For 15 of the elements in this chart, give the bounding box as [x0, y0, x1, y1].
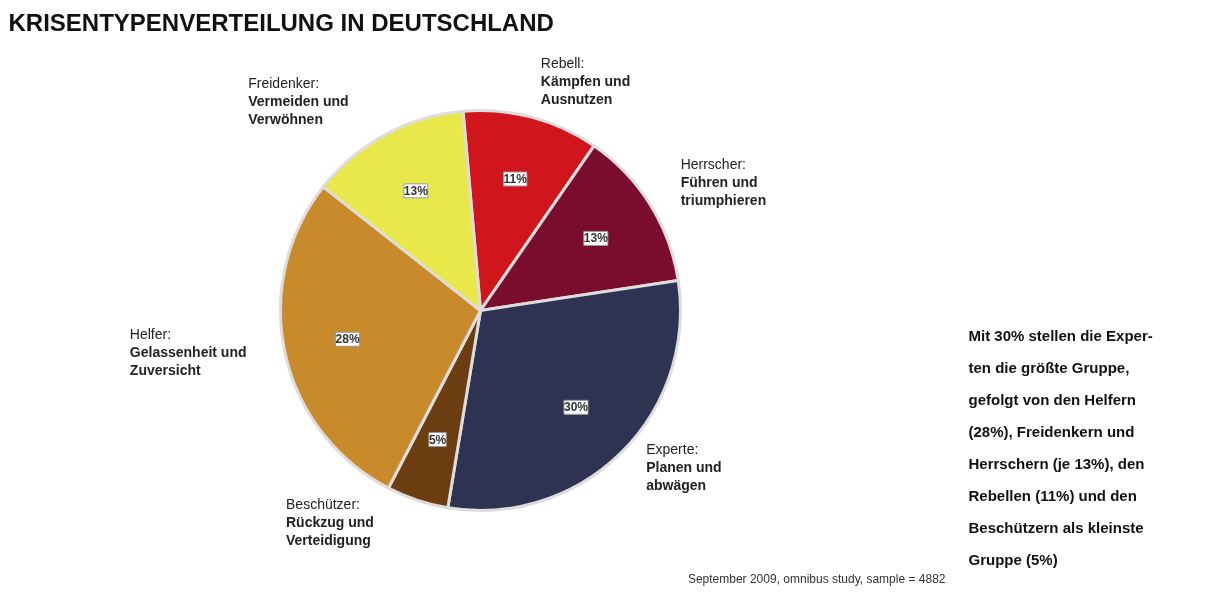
data-label: 28%	[335, 332, 360, 347]
text: Mit 30% stellen die Exper- ten die größte Gruppe, gefolgt von den Helfern (28%), Freidenkern und Herrschern (je 13%), den Rebellen (11%) und den Beschützern als kleinste Gruppe (5%)	[968, 327, 1153, 568]
text: September 2009, omnibus study, sample = 4882	[687, 571, 946, 586]
slice-label: Freidenker: Vermeiden und Verwöhnen	[248, 75, 349, 128]
data-label: 13%	[403, 183, 429, 198]
slice-label: Herrscher: Führen und triumphieren	[680, 155, 767, 208]
slice-label: Rebell: Kämpfen und Ausnutzen	[540, 55, 631, 108]
data-label: 5%	[428, 432, 447, 447]
slice-label: Helfer: Gelassenheit und Zuversicht	[129, 326, 247, 379]
slice-label: Experte: Planen und abwägen	[646, 441, 722, 494]
data-label: 11%	[503, 172, 528, 187]
data-label: 13%	[583, 231, 609, 246]
data-label: 30%	[563, 400, 589, 415]
chart-title: KRISENTYPENVERTEILUNG IN DEUTSCHLAND	[8, 8, 554, 36]
slice-label: Beschützer: Rückzug und Verteidigung	[286, 495, 374, 548]
